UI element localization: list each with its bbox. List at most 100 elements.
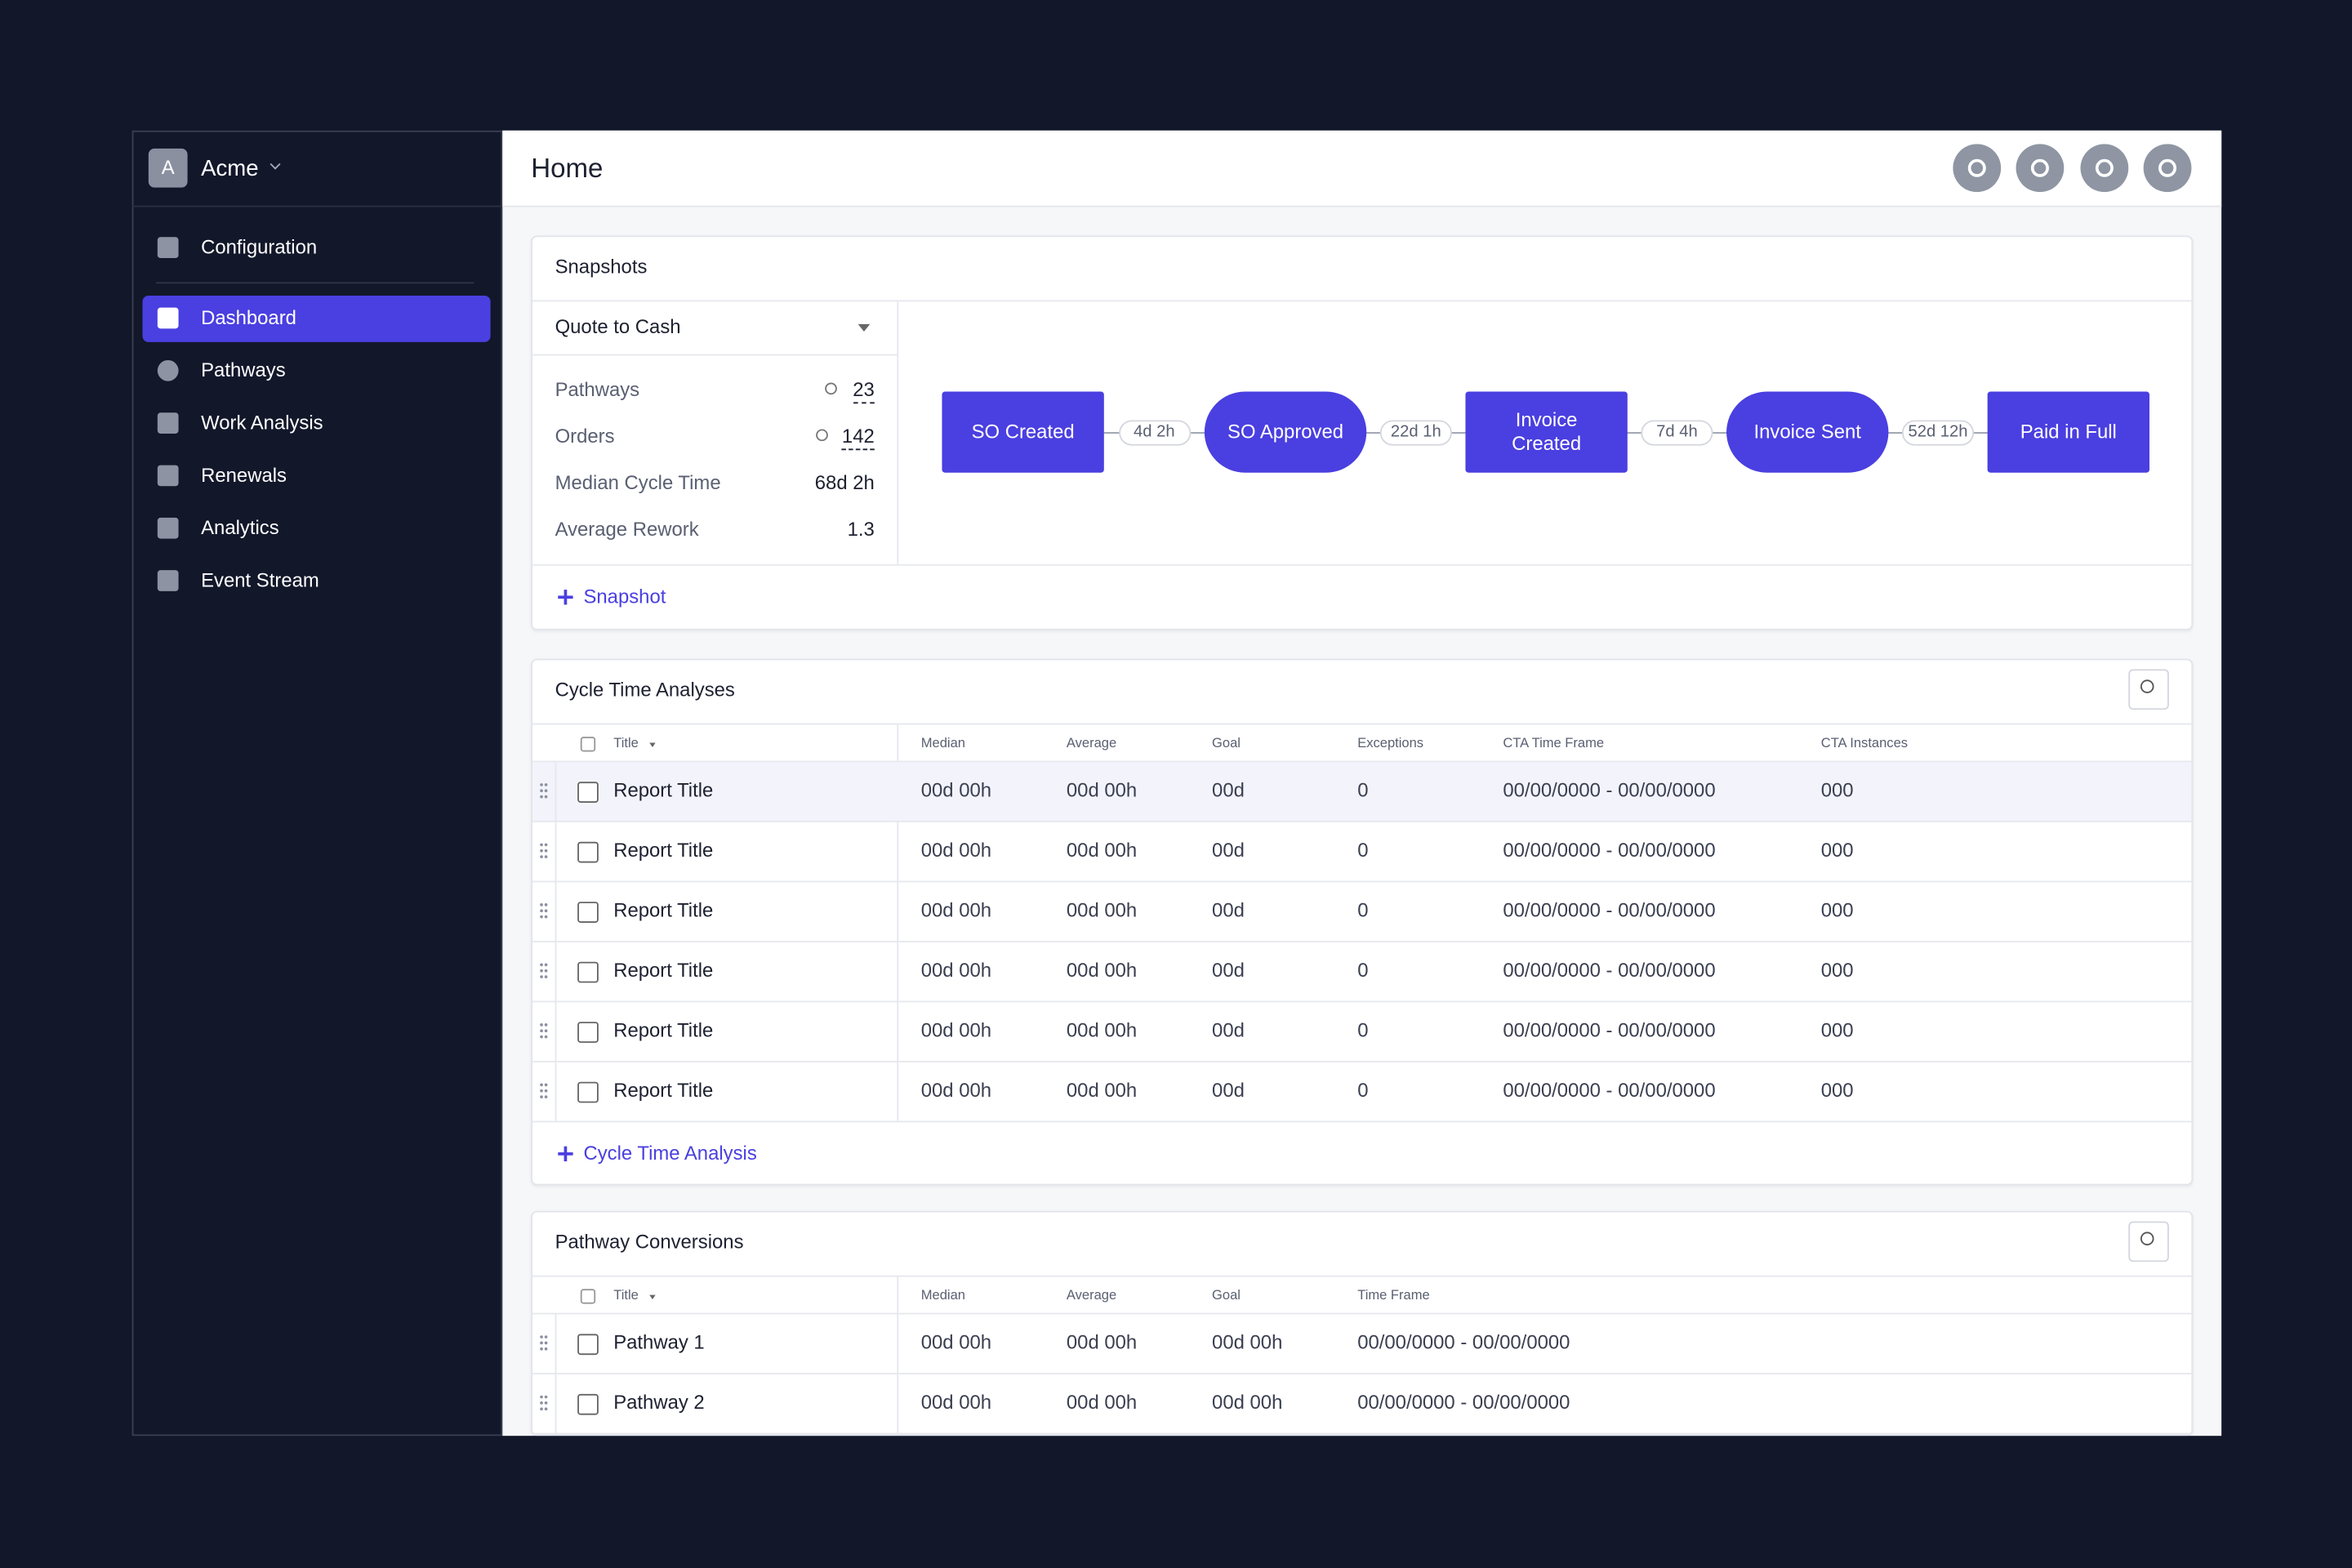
drag-handle-dot[interactable] bbox=[540, 1407, 543, 1411]
drag-handle-dot[interactable] bbox=[540, 855, 543, 858]
drag-handle-dot[interactable] bbox=[544, 1035, 548, 1039]
drag-handle-dot[interactable] bbox=[544, 915, 548, 919]
drag-handle-dot[interactable] bbox=[544, 909, 548, 913]
drag-handle-dot[interactable] bbox=[540, 795, 543, 799]
drag-handle-dot[interactable] bbox=[540, 1089, 543, 1093]
workspace-name[interactable]: Acme bbox=[201, 156, 259, 182]
row-checkbox[interactable] bbox=[577, 1334, 599, 1356]
row-title[interactable]: Report Title bbox=[613, 1079, 714, 1102]
drag-handle-dot[interactable] bbox=[544, 1335, 548, 1339]
header-button[interactable] bbox=[2080, 144, 2129, 193]
nav-item[interactable]: Event Stream bbox=[201, 568, 319, 591]
add-snapshot[interactable]: Snapshot bbox=[583, 585, 666, 608]
sort-arrow[interactable] bbox=[649, 742, 656, 747]
nav-item[interactable]: Analytics bbox=[201, 516, 279, 539]
header-button[interactable] bbox=[2016, 144, 2065, 193]
drag-handle-dot[interactable] bbox=[540, 1335, 543, 1339]
add-icon[interactable] bbox=[564, 589, 567, 604]
drag-handle-dot[interactable] bbox=[544, 1347, 548, 1351]
drag-handle-dot[interactable] bbox=[544, 849, 548, 853]
drag-handle-dot[interactable] bbox=[544, 1029, 548, 1033]
drag-handle-dot[interactable] bbox=[540, 783, 543, 786]
column-header: Average bbox=[1066, 1287, 1117, 1303]
drag-handle-dot[interactable] bbox=[544, 783, 548, 786]
row-checkbox[interactable] bbox=[577, 782, 599, 803]
row-checkbox[interactable] bbox=[577, 961, 599, 983]
drag-handle-dot[interactable] bbox=[544, 1089, 548, 1093]
drag-handle-dot[interactable] bbox=[540, 1395, 543, 1399]
nav-item[interactable]: Renewals bbox=[201, 463, 287, 487]
row-checkbox[interactable] bbox=[577, 1393, 599, 1415]
drag-handle-dot[interactable] bbox=[544, 1083, 548, 1087]
nav-configuration[interactable]: Configuration bbox=[201, 235, 318, 259]
drag-handle-dot[interactable] bbox=[540, 915, 543, 919]
row-checkbox[interactable] bbox=[577, 902, 599, 923]
flow-node[interactable]: SO Created bbox=[942, 391, 1104, 473]
add-icon[interactable] bbox=[564, 1145, 567, 1161]
drag-handle-dot[interactable] bbox=[544, 1095, 548, 1098]
drag-handle-dot[interactable] bbox=[540, 1401, 543, 1405]
snapshot-selector[interactable]: Quote to Cash bbox=[555, 314, 681, 338]
drag-handle-dot[interactable] bbox=[540, 789, 543, 793]
selector-arrow[interactable] bbox=[858, 323, 871, 332]
search-button[interactable] bbox=[2128, 669, 2169, 710]
drag-handle-dot[interactable] bbox=[544, 1401, 548, 1405]
row-title[interactable]: Report Title bbox=[613, 898, 714, 922]
header-checkbox[interactable] bbox=[580, 737, 596, 752]
row-checkbox[interactable] bbox=[577, 841, 599, 863]
flow-node[interactable]: Paid in Full bbox=[1987, 391, 2149, 473]
drag-handle-dot[interactable] bbox=[540, 909, 543, 913]
nav-item[interactable]: Dashboard bbox=[201, 305, 296, 329]
drag-handle-dot[interactable] bbox=[544, 789, 548, 793]
workspace-avatar[interactable]: A bbox=[148, 148, 188, 188]
column-header[interactable]: Title bbox=[613, 735, 639, 751]
drag-handle-dot[interactable] bbox=[544, 1341, 548, 1345]
row-title[interactable]: Report Title bbox=[613, 778, 714, 802]
drag-handle-dot[interactable] bbox=[540, 969, 543, 973]
drag-handle-dot[interactable] bbox=[540, 1341, 543, 1345]
row-title[interactable]: Report Title bbox=[613, 839, 714, 862]
drag-handle-dot[interactable] bbox=[544, 1407, 548, 1411]
metric-value[interactable]: 23 bbox=[853, 378, 875, 404]
drag-handle-dot[interactable] bbox=[544, 903, 548, 906]
drag-handle-dot[interactable] bbox=[544, 1023, 548, 1027]
drag-handle-dot[interactable] bbox=[540, 849, 543, 853]
flow-node[interactable]: SO Approved bbox=[1204, 391, 1367, 473]
drag-handle-dot[interactable] bbox=[544, 795, 548, 799]
drag-handle-dot[interactable] bbox=[544, 855, 548, 858]
drag-handle-dot[interactable] bbox=[544, 975, 548, 978]
drag-handle-dot[interactable] bbox=[544, 969, 548, 973]
nav-item[interactable]: Work Analysis bbox=[201, 411, 323, 434]
drag-handle-dot[interactable] bbox=[540, 1023, 543, 1027]
header-button[interactable] bbox=[1953, 144, 2002, 193]
row-title[interactable]: Pathway 2 bbox=[613, 1391, 705, 1414]
row-checkbox[interactable] bbox=[577, 1022, 599, 1043]
drag-handle-dot[interactable] bbox=[540, 1347, 543, 1351]
nav-active-bg[interactable] bbox=[142, 295, 491, 342]
header-checkbox[interactable] bbox=[580, 1289, 596, 1304]
row-title[interactable]: Pathway 1 bbox=[613, 1330, 705, 1354]
drag-handle-dot[interactable] bbox=[540, 975, 543, 978]
header-button[interactable] bbox=[2143, 144, 2192, 193]
row-checkbox[interactable] bbox=[577, 1081, 599, 1103]
row-title[interactable]: Report Title bbox=[613, 959, 714, 982]
flow-node[interactable]: Invoice Created bbox=[1465, 391, 1628, 473]
drag-handle-dot[interactable] bbox=[544, 963, 548, 967]
nav-item[interactable]: Pathways bbox=[201, 359, 286, 381]
sort-arrow[interactable] bbox=[649, 1294, 656, 1300]
add-cycle-time-analysis[interactable]: Cycle Time Analysis bbox=[583, 1142, 757, 1165]
metric-value[interactable]: 142 bbox=[841, 425, 875, 451]
drag-handle-dot[interactable] bbox=[540, 1035, 543, 1039]
drag-handle-dot[interactable] bbox=[540, 1095, 543, 1098]
drag-handle-dot[interactable] bbox=[540, 963, 543, 967]
drag-handle-dot[interactable] bbox=[540, 903, 543, 906]
drag-handle-dot[interactable] bbox=[540, 1083, 543, 1087]
flow-node[interactable]: Invoice Sent bbox=[1726, 391, 1889, 473]
search-button[interactable] bbox=[2128, 1221, 2169, 1263]
row-title[interactable]: Report Title bbox=[613, 1018, 714, 1042]
drag-handle-dot[interactable] bbox=[540, 843, 543, 847]
drag-handle-dot[interactable] bbox=[540, 1029, 543, 1033]
column-header[interactable]: Title bbox=[613, 1287, 639, 1303]
drag-handle-dot[interactable] bbox=[544, 1395, 548, 1399]
drag-handle-dot[interactable] bbox=[544, 843, 548, 847]
